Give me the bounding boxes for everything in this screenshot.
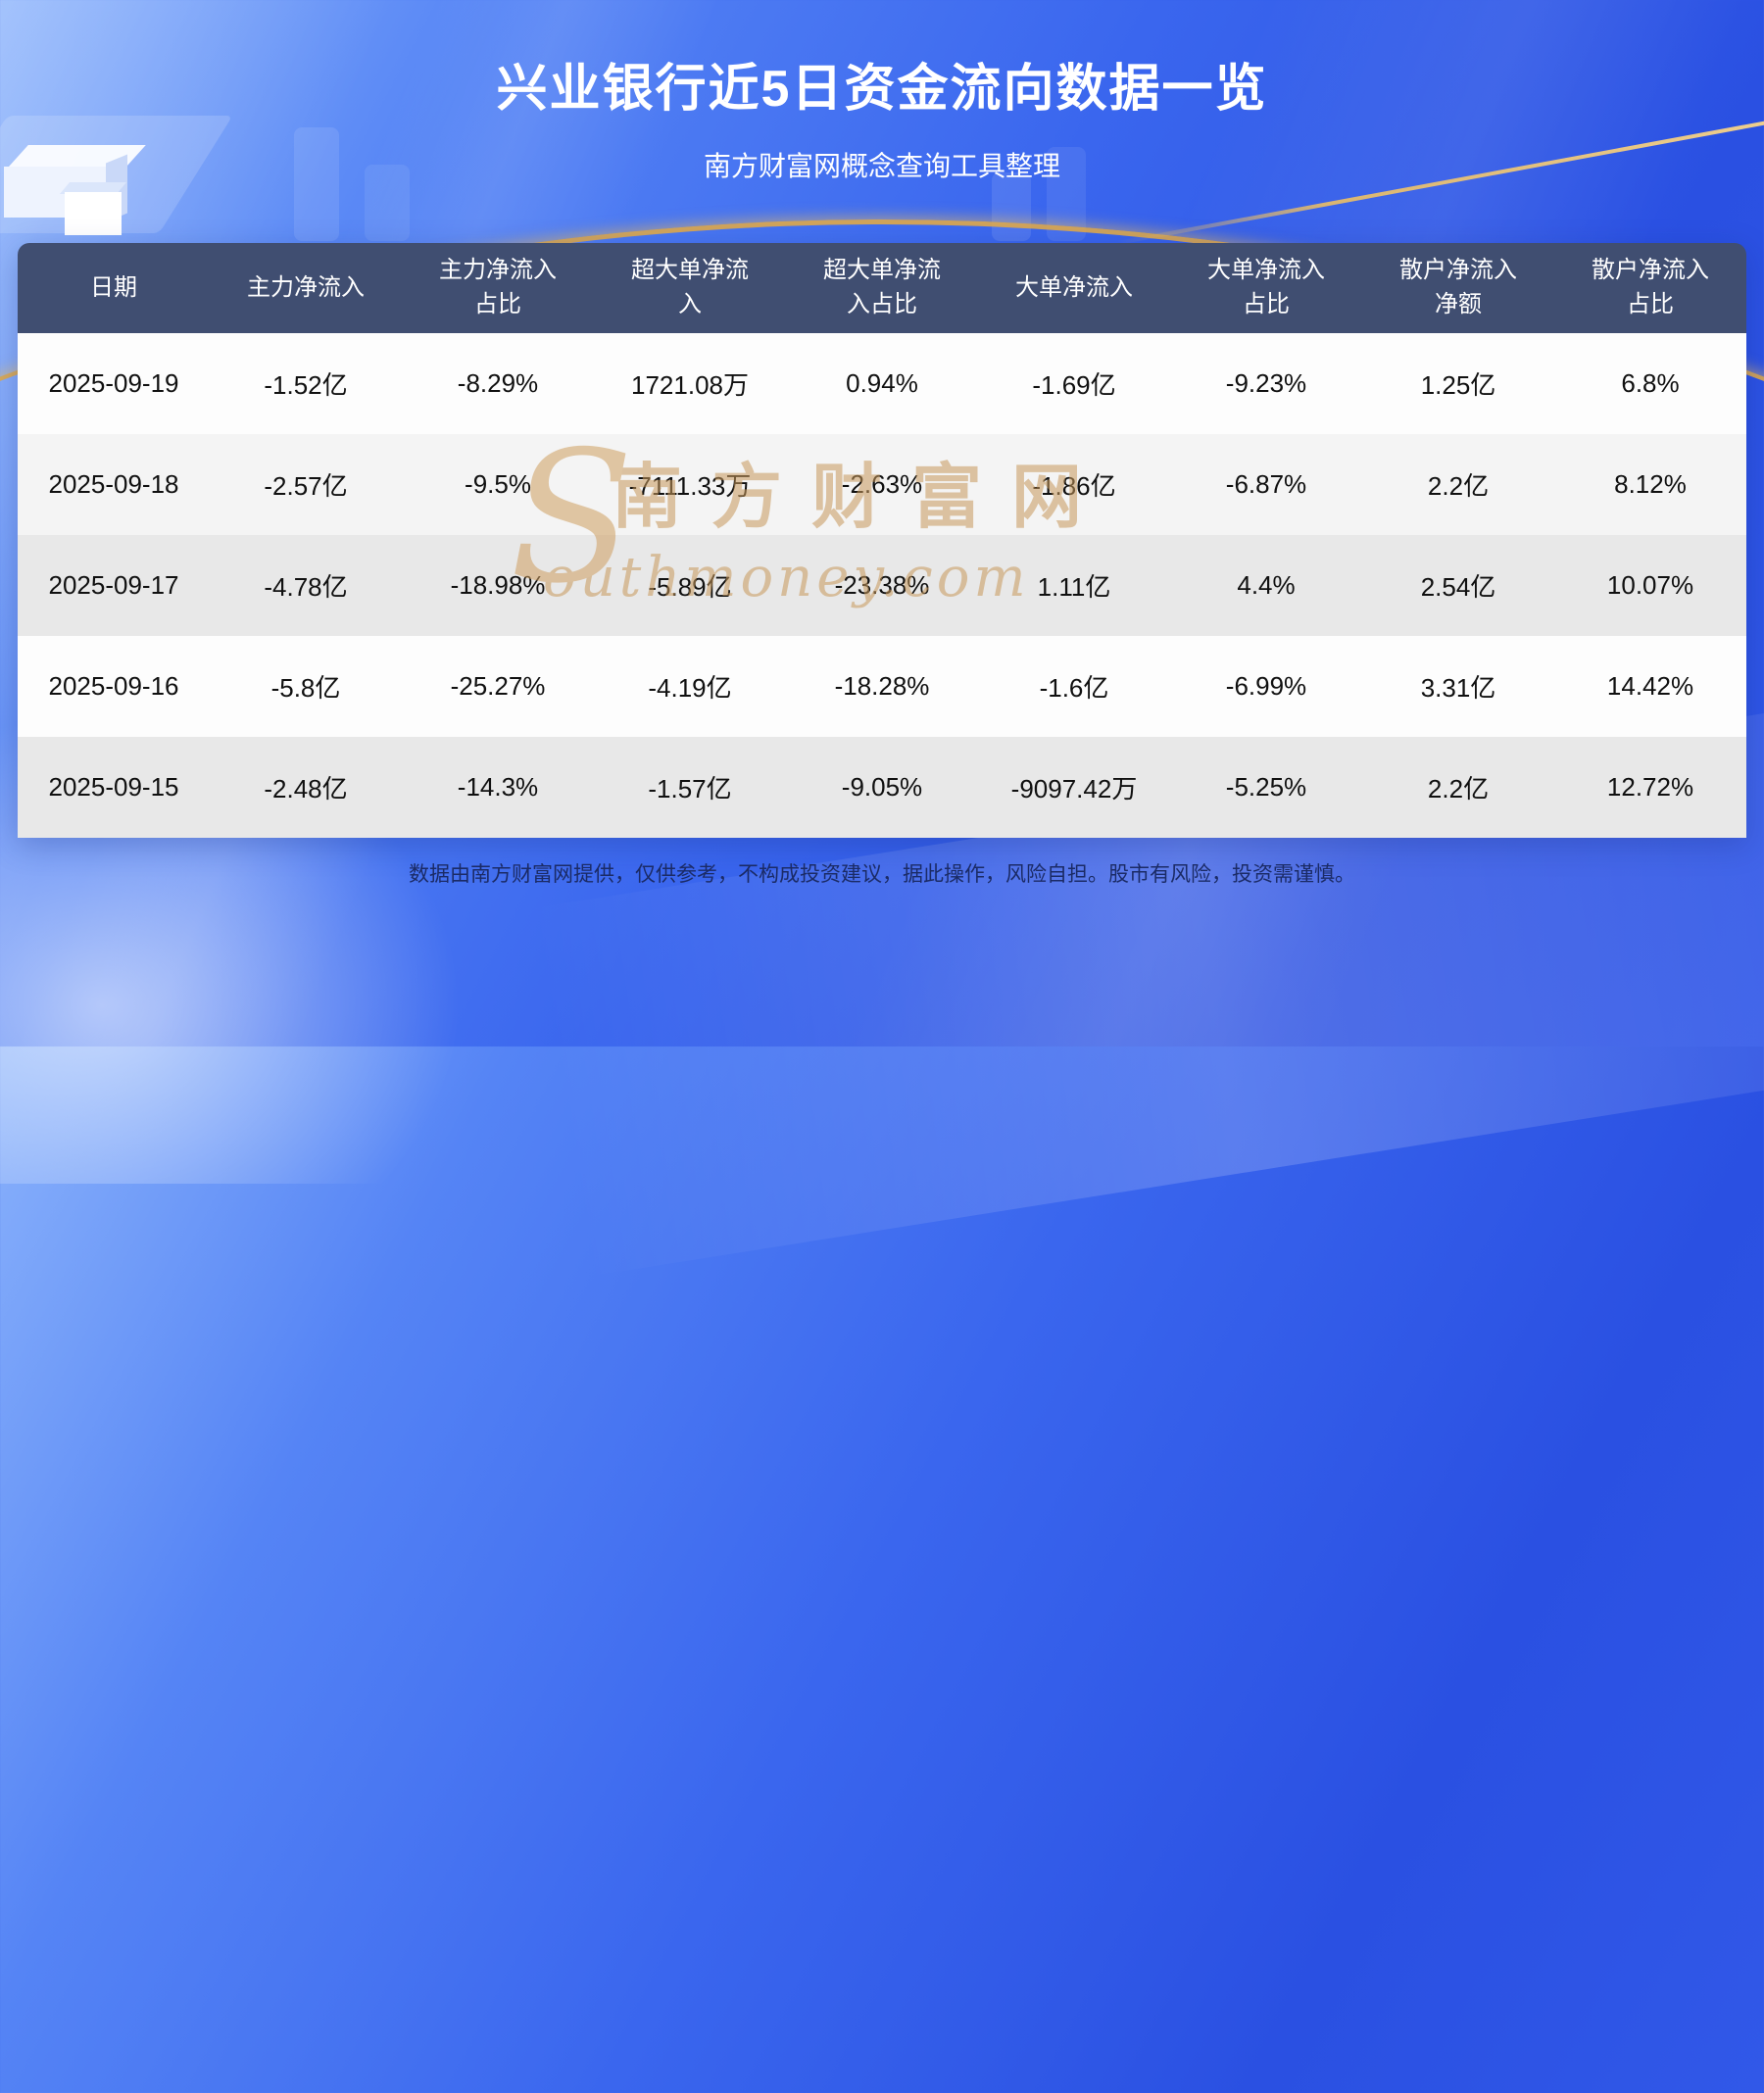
table-row: 2025-09-16 -5.8亿 -25.27% -4.19亿 -18.28% … [18,636,1746,737]
cell-xl-order-net-inflow-pct: -18.28% [834,671,930,701]
cell-retail-net-inflow-pct: 8.12% [1614,469,1687,499]
cell-main-net-inflow: -1.52亿 [264,370,348,400]
cell-large-order-net-inflow-pct: -6.87% [1225,469,1307,499]
cell-xl-order-net-inflow-pct: -9.05% [841,772,923,802]
cell-main-net-inflow: -2.57亿 [264,471,348,501]
ghost-bar-decor [365,165,410,241]
cell-xl-order-net-inflow-pct: 0.94% [846,368,918,398]
cell-main-net-inflow: -2.48亿 [264,774,348,803]
disclaimer-text: 数据由南方财富网提供，仅供参考，不构成投资建议，据此操作，风险自担。股市有风险，… [409,863,1355,886]
cell-retail-net-inflow: 2.54亿 [1420,572,1496,602]
cell-large-order-net-inflow: 1.11亿 [1037,572,1111,602]
cell-retail-net-inflow: 3.31亿 [1420,673,1496,703]
cell-date: 2025-09-18 [48,469,179,499]
ghost-bar-decor [294,127,339,241]
cell-main-net-inflow-pct: -9.5% [465,469,531,499]
cell-retail-net-inflow: 2.2亿 [1427,471,1490,501]
cell-large-order-net-inflow: -1.86亿 [1032,471,1116,501]
col-header-main-net-inflow: 主力净流入 [210,243,402,333]
cell-main-net-inflow-pct: -14.3% [457,772,539,802]
table-row: 2025-09-19 -1.52亿 -8.29% 1721.08万 0.94% … [18,333,1746,434]
col-header-large-order-net-inflow-pct: 大单净流入占比 [1170,243,1362,333]
table-row: 2025-09-15 -2.48亿 -14.3% -1.57亿 -9.05% -… [18,737,1746,838]
col-header-retail-net-inflow: 散户净流入净额 [1362,243,1554,333]
col-header-main-net-inflow-pct: 主力净流入占比 [402,243,594,333]
page-subtitle: 南方财富网概念查询工具整理 [703,151,1060,181]
cell-date: 2025-09-17 [48,570,179,600]
cell-large-order-net-inflow: -1.69亿 [1032,370,1116,400]
cell-xl-order-net-inflow: -4.19亿 [648,673,732,703]
table-row: 2025-09-17 -4.78亿 -18.98% -5.89亿 -23.38%… [18,535,1746,636]
cell-main-net-inflow-pct: -18.98% [450,570,546,600]
cell-main-net-inflow: -5.8亿 [270,673,341,703]
cell-large-order-net-inflow-pct: -5.25% [1225,772,1307,802]
cell-retail-net-inflow-pct: 12.72% [1606,772,1694,802]
cell-retail-net-inflow-pct: 14.42% [1606,671,1694,701]
cell-xl-order-net-inflow: -7111.33万 [628,471,752,501]
cell-retail-net-inflow: 2.2亿 [1427,774,1490,803]
cell-main-net-inflow: -4.78亿 [264,572,348,602]
col-header-xl-order-net-inflow-pct: 超大单净流入占比 [786,243,978,333]
cell-retail-net-inflow-pct: 6.8% [1621,368,1680,398]
cell-retail-net-inflow-pct: 10.07% [1606,570,1694,600]
cell-main-net-inflow-pct: -8.29% [457,368,539,398]
cell-xl-order-net-inflow: -5.89亿 [648,572,732,602]
table-row: 2025-09-18 -2.57亿 -9.5% -7111.33万 -2.63%… [18,434,1746,535]
cell-large-order-net-inflow-pct: -9.23% [1225,368,1307,398]
cell-date: 2025-09-15 [48,772,179,802]
left-3d-cube-front-decor [65,192,122,235]
cell-date: 2025-09-19 [48,368,179,398]
cell-xl-order-net-inflow-pct: -23.38% [834,570,930,600]
col-header-large-order-net-inflow: 大单净流入 [978,243,1170,333]
page-title: 兴业银行近5日资金流向数据一览 [496,61,1268,118]
col-header-xl-order-net-inflow: 超大单净流入 [594,243,786,333]
col-header-date: 日期 [18,243,210,333]
cell-large-order-net-inflow-pct: -6.99% [1225,671,1307,701]
cell-main-net-inflow-pct: -25.27% [450,671,546,701]
cell-xl-order-net-inflow: 1721.08万 [631,370,749,400]
cell-large-order-net-inflow-pct: 4.4% [1237,570,1296,600]
cell-retail-net-inflow: 1.25亿 [1420,370,1496,400]
capital-flow-table: 日期 主力净流入 主力净流入占比 超大单净流入 超大单净流入占比 大单净流入 大… [18,243,1746,838]
gold-arc-decor [0,219,1764,2093]
col-header-retail-net-inflow-pct: 散户净流入占比 [1554,243,1746,333]
cell-large-order-net-inflow: -9097.42万 [1010,774,1138,803]
cell-date: 2025-09-16 [48,671,179,701]
table-header-row: 日期 主力净流入 主力净流入占比 超大单净流入 超大单净流入占比 大单净流入 大… [18,243,1746,333]
cell-xl-order-net-inflow: -1.57亿 [648,774,732,803]
cell-large-order-net-inflow: -1.6亿 [1039,673,1109,703]
cell-xl-order-net-inflow-pct: -2.63% [841,469,923,499]
